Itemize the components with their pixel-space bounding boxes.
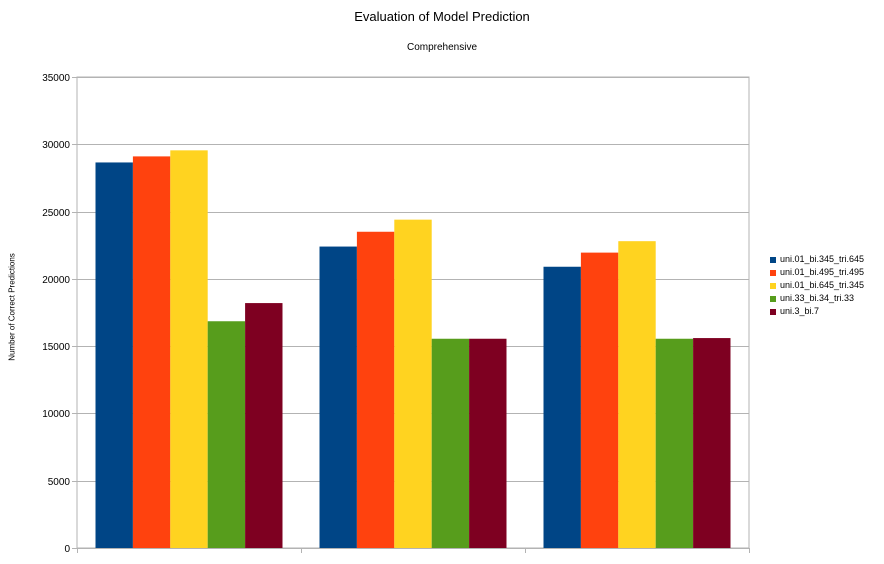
legend-item: uni.01_bi.495_tri.495 [770,266,864,279]
y-tick-label: 30000 [42,140,70,151]
bar [618,241,656,549]
bar [693,338,731,548]
y-tick-label: 35000 [42,73,70,84]
legend-label: uni.01_bi.495_tri.495 [780,267,865,277]
legend-label: uni.3_bi.7 [780,306,820,316]
y-tick-label: 5000 [48,477,71,488]
legend-swatch [770,269,776,276]
y-tick-label: 25000 [42,208,70,219]
bar [207,321,246,548]
bar [170,150,208,548]
bar [95,162,133,548]
bar [132,156,171,548]
legend-swatch [770,282,776,289]
y-tick-label: 20000 [42,275,70,286]
bar [394,219,432,548]
legend-label: uni.01_bi.645_tri.345 [780,280,865,290]
legend-item: uni.33_bi.34_tri.33 [770,292,864,305]
bar [356,231,395,548]
legend-swatch [770,295,776,302]
y-tick-label: 15000 [42,342,70,353]
legend-item: uni.01_bi.345_tri.645 [770,253,864,266]
legend-item: uni.3_bi.7 [770,305,864,318]
y-tick-label: 0 [64,544,70,555]
bar [543,266,581,548]
bar [431,338,470,548]
legend-swatch [770,256,776,263]
bar [655,338,694,548]
chart-title: Evaluation of Model Prediction [354,9,530,24]
chart-subtitle: Comprehensive [406,42,478,53]
legend-label: uni.01_bi.345_tri.645 [780,254,865,264]
bar [469,338,507,548]
bar [245,303,283,548]
bar [580,252,619,548]
bar [319,246,357,548]
y-tick-label: 10000 [42,409,70,420]
legend-item: uni.01_bi.645_tri.345 [770,279,864,292]
legend-swatch [770,308,776,315]
legend: uni.01_bi.345_tri.645 uni.01_bi.495_tri.4… [770,253,864,318]
legend-label: uni.33_bi.34_tri.33 [780,293,855,303]
